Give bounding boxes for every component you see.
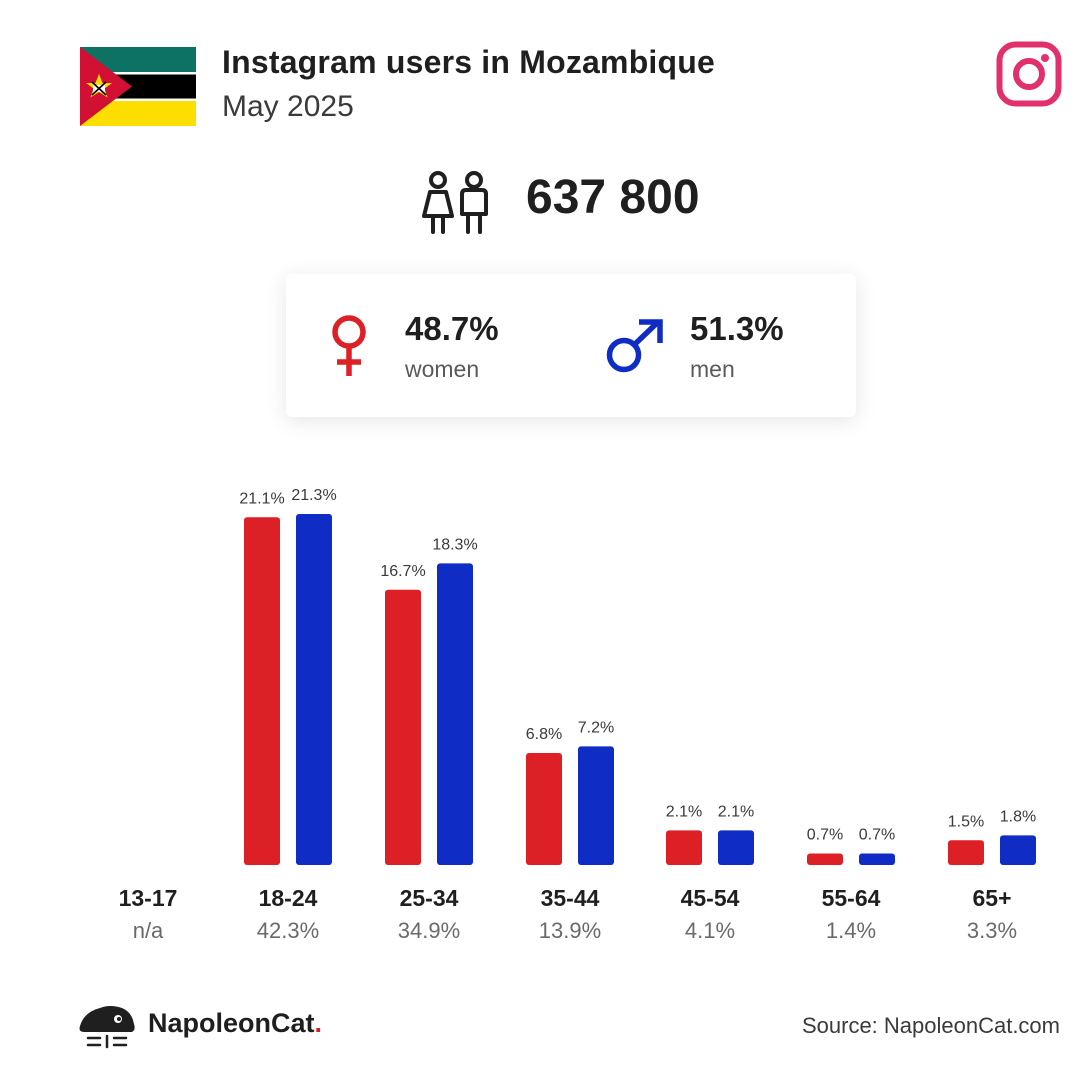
- category-label-45-54: 45-54: [681, 885, 740, 911]
- bar-women-25-34: [385, 589, 421, 865]
- category-label-25-34: 25-34: [400, 885, 459, 911]
- bar-women-55-64: [807, 853, 843, 865]
- category-label-18-24: 18-24: [259, 885, 318, 911]
- total-users-value: 637 800: [526, 171, 700, 224]
- instagram-icon: [996, 41, 1062, 107]
- category-total-18-24: 42.3%: [257, 918, 319, 943]
- data-label-women-18-24: 21.1%: [239, 490, 284, 507]
- women-percentage: 48.7%: [405, 310, 499, 347]
- category-total-55-64: 1.4%: [826, 918, 876, 943]
- women-label: women: [405, 356, 480, 382]
- female-symbol-icon: [332, 315, 366, 376]
- source-credit: Source: NapoleonCat.com: [801, 1013, 1060, 1038]
- age-gender-bar-chart: 13-17 n/a 18-24 42.3% 21.1% 21.3% 25-34 34.9% 16…: [119, 487, 1037, 943]
- male-symbol-icon: [606, 319, 663, 373]
- bar-men-45-54: [718, 830, 754, 865]
- bar-men-18-24: [296, 514, 332, 865]
- category-total-35-44: 13.9%: [539, 918, 601, 943]
- data-label-men-55-64: 0.7%: [859, 826, 895, 843]
- data-label-men-35-44: 7.2%: [578, 719, 614, 736]
- napoleoncat-logo-icon: [79, 1006, 135, 1049]
- gender-split-card: 48.7% women 51.3% men: [286, 274, 856, 417]
- bar-men-55-64: [859, 853, 895, 865]
- category-total-45-54: 4.1%: [685, 918, 735, 943]
- data-label-women-45-54: 2.1%: [666, 803, 702, 820]
- bar-women-45-54: [666, 830, 702, 865]
- data-label-men-25-34: 18.3%: [432, 536, 477, 553]
- users-icon: [422, 171, 488, 234]
- category-total-13-17: n/a: [133, 918, 164, 943]
- bar-women-18-24: [244, 517, 280, 865]
- data-label-women-35-44: 6.8%: [526, 726, 562, 743]
- page-subtitle: May 2025: [222, 90, 354, 123]
- mozambique-flag-icon: [80, 47, 196, 126]
- data-label-men-18-24: 21.3%: [291, 487, 336, 504]
- data-label-women-55-64: 0.7%: [807, 826, 843, 843]
- page-title: Instagram users in Mozambique: [222, 44, 716, 80]
- bar-men-65plus: [1000, 835, 1036, 865]
- bar-women-65plus: [948, 840, 984, 865]
- bar-men-35-44: [578, 746, 614, 865]
- category-label-65plus: 65+: [972, 885, 1011, 911]
- category-label-55-64: 55-64: [822, 885, 881, 911]
- logo-wordmark: NapoleonCat: [148, 1008, 315, 1038]
- category-total-25-34: 34.9%: [398, 918, 460, 943]
- logo-dot: .: [314, 1008, 323, 1038]
- data-label-men-65plus: 1.8%: [1000, 808, 1036, 825]
- men-label: men: [690, 356, 735, 382]
- category-total-65plus: 3.3%: [967, 918, 1017, 943]
- men-percentage: 51.3%: [690, 310, 784, 347]
- bar-men-25-34: [437, 563, 473, 865]
- category-label-35-44: 35-44: [541, 885, 600, 911]
- data-label-women-65plus: 1.5%: [948, 813, 984, 830]
- bar-women-35-44: [526, 752, 562, 865]
- data-label-men-45-54: 2.1%: [718, 803, 754, 820]
- category-label-13-17: 13-17: [119, 885, 178, 911]
- data-label-women-25-34: 16.7%: [380, 563, 425, 580]
- napoleoncat-logo-text: NapoleonCat.: [148, 1008, 322, 1039]
